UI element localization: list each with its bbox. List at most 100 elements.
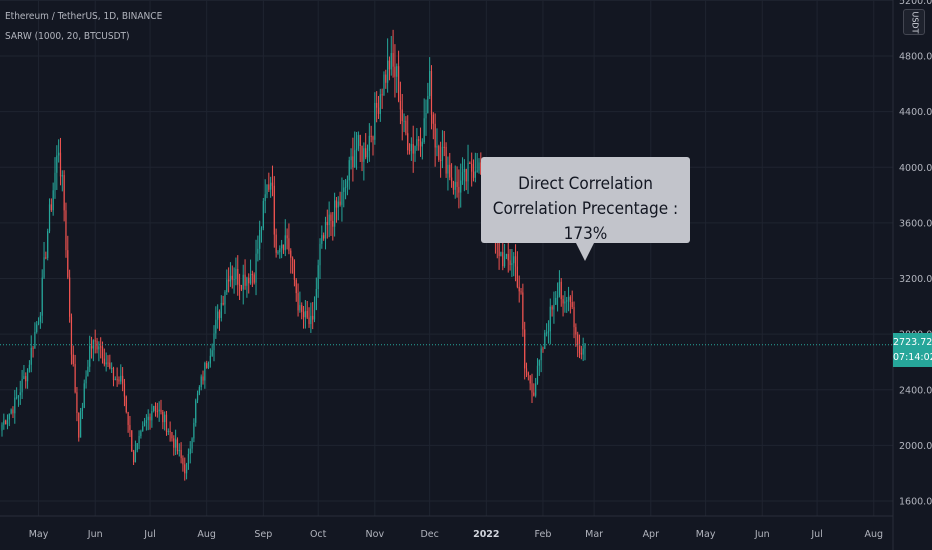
price-axis-bg: [893, 0, 932, 550]
candle-body: [3, 420, 5, 425]
candle-body: [577, 334, 579, 345]
candle-body: [277, 252, 279, 254]
candle-body: [330, 214, 332, 221]
candle-body: [474, 171, 476, 178]
candle-body: [30, 347, 32, 365]
time-tick-label: Oct: [310, 529, 327, 540]
candle-body: [291, 257, 294, 261]
candle-body: [401, 109, 403, 122]
candle-body: [575, 327, 577, 335]
candle-body: [100, 346, 102, 348]
candle-body: [503, 256, 506, 267]
candle-body: [81, 407, 84, 412]
candle-body: [354, 150, 356, 168]
time-tick-label: 2022: [473, 529, 499, 540]
candle-body: [65, 210, 67, 251]
candle-body: [438, 146, 440, 160]
candle-body: [118, 379, 120, 382]
candle-body: [195, 400, 197, 423]
price-tick-label: 3200.00: [899, 274, 932, 285]
candle-body: [165, 414, 168, 432]
candle-body: [540, 348, 542, 361]
candle-body: [54, 172, 56, 191]
candle-body: [173, 438, 175, 448]
candle-body: [295, 279, 297, 294]
candle-body: [418, 139, 420, 141]
price-tick-label: 4400.00: [899, 107, 932, 118]
time-tick-label: Apr: [643, 529, 660, 540]
candle-body: [423, 118, 425, 143]
candle-body: [536, 365, 539, 384]
candle-body: [36, 324, 38, 332]
candle-body: [288, 238, 290, 251]
price-tick-label: 4800.00: [899, 52, 932, 63]
candle-body: [240, 284, 243, 290]
candle-body: [396, 66, 398, 77]
candle-body: [454, 181, 456, 190]
candle-body: [315, 288, 317, 310]
candle-body: [116, 379, 118, 381]
candle-body: [374, 102, 376, 140]
symbol-legend[interactable]: Ethereum / TetherUS, 1D, BINANCE: [5, 11, 163, 22]
candle-body: [101, 346, 104, 359]
candle-body: [138, 436, 140, 444]
candle-body: [326, 222, 328, 226]
candle-body: [387, 60, 389, 83]
candle-body: [480, 162, 482, 175]
candle-body: [273, 185, 275, 235]
candle-body: [527, 372, 529, 376]
candle-body: [111, 367, 113, 369]
candle-body: [123, 383, 126, 397]
candle-body: [390, 53, 392, 70]
candle-body: [416, 139, 418, 146]
candle-body: [445, 146, 447, 174]
candle-body: [352, 156, 354, 168]
candle-body: [297, 293, 299, 311]
currency-button[interactable]: USDT: [903, 9, 925, 35]
candle-body: [235, 269, 237, 280]
candle-body: [143, 423, 146, 427]
candle-body: [32, 347, 34, 349]
candle-body: [206, 363, 208, 368]
candle-body: [372, 136, 374, 140]
candle-body: [14, 397, 16, 414]
candle-body: [458, 186, 460, 193]
candle-body: [500, 252, 502, 256]
candle-body: [419, 140, 422, 147]
last-price-value: 2723.72: [893, 337, 932, 348]
price-tick-label: 2400.00: [899, 385, 932, 396]
candle-body: [23, 376, 25, 380]
candle-body: [198, 387, 200, 394]
candle-body: [335, 200, 338, 208]
last-price-badge: 2723.72 07:14:02: [893, 333, 932, 367]
candle-body: [218, 311, 221, 318]
candle-body: [555, 297, 557, 305]
candle-body: [509, 260, 511, 265]
candle-body: [507, 254, 509, 261]
candle-body: [70, 316, 73, 355]
candle-body: [193, 422, 195, 439]
candle-body: [167, 430, 169, 432]
time-axis[interactable]: May Jun Jul Aug Sep Oct Nov Dec 2022 Feb Mar Apr May…: [0, 515, 893, 540]
candle-body: [463, 169, 465, 173]
candle-body: [344, 186, 347, 188]
candle-body: [85, 376, 87, 384]
indicator-legend[interactable]: SARW (1000, 20, BTCUSDT): [5, 31, 130, 42]
candle-body: [514, 256, 517, 267]
candle-body: [465, 169, 467, 182]
price-axis[interactable]: 1600.002000.002400.002800.003200.003600.…: [892, 0, 932, 550]
candle-body: [381, 94, 383, 96]
candle-body: [436, 146, 438, 148]
candle-body: [242, 274, 244, 290]
candle-body: [175, 439, 177, 448]
candle-body: [542, 348, 544, 350]
candle-body: [191, 438, 193, 449]
candle-body: [427, 96, 429, 113]
candle-body: [304, 311, 306, 318]
candle-body: [407, 133, 409, 151]
candle-body: [142, 426, 144, 431]
candle-body: [376, 102, 378, 108]
candle-body: [368, 135, 370, 151]
time-tick-label: Aug: [864, 529, 883, 540]
